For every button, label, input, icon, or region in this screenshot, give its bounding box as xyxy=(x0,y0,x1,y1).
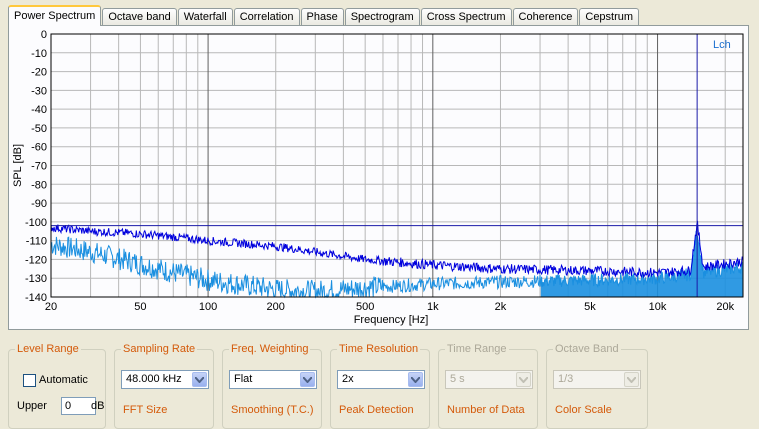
plot-frame xyxy=(50,33,744,298)
peak-detection-title: Peak Detection xyxy=(337,404,416,416)
y-tick-label: -120 xyxy=(25,254,47,266)
time-range-value: 5 s xyxy=(450,373,465,385)
x-tick-label: 20k xyxy=(716,301,734,313)
time-range-title: Time Range xyxy=(445,343,509,355)
tab-coherence[interactable]: Coherence xyxy=(512,8,579,26)
x-tick-label: 20 xyxy=(45,301,57,313)
time-resolution-title: Time Resolution xyxy=(337,343,421,355)
tab-phase[interactable]: Phase xyxy=(300,8,344,26)
upper-level-input[interactable]: 0 xyxy=(61,397,96,415)
chevron-down-icon[interactable] xyxy=(300,372,315,387)
chart-panel: 0 -10 -20 -30 -40 -50 -60 -70 -80 -90 -100 -110 -120… xyxy=(8,25,749,330)
chevron-down-icon[interactable] xyxy=(516,372,531,387)
tab-cepstrum[interactable]: Cepstrum xyxy=(579,8,640,26)
power-spectrum-chart: 0 -10 -20 -30 -40 -50 -60 -70 -80 -90 -100 -110 -120… xyxy=(12,29,744,326)
sampling-rate-group: Sampling Rate 48.000 kHz FFT Size xyxy=(114,343,214,429)
upper-label: Upper xyxy=(17,400,47,412)
time-range-group: Time Range 5 s Number of Data xyxy=(438,343,538,429)
tab-power-spectrum[interactable]: Power Spectrum xyxy=(8,5,102,26)
level-range-title: Level Range xyxy=(15,343,81,355)
sampling-rate-select[interactable]: 48.000 kHz xyxy=(121,370,209,389)
series-fill-light xyxy=(540,230,743,297)
series-line-dark xyxy=(50,220,744,279)
level-range-group: Level Range Automatic Upper 0 dB xyxy=(8,343,106,429)
freq-weighting-value: Flat xyxy=(234,373,253,385)
octave-band-title: Octave Band xyxy=(553,343,621,355)
tab-bar: Power Spectrum Octave band Waterfall Correl… xyxy=(8,5,640,26)
tab-spectrogram[interactable]: Spectrogram xyxy=(344,8,420,26)
time-resolution-group: Time Resolution 2x Peak Detection xyxy=(330,343,430,429)
freq-weighting-group: Freq. Weighting Flat Smoothing (T.C.) xyxy=(222,343,322,429)
x-tick-label: 5k xyxy=(584,301,596,313)
y-tick-label: -50 xyxy=(31,123,47,135)
x-tick-label: 2k xyxy=(495,301,507,313)
y-tick-label: -80 xyxy=(31,179,47,191)
y-tick-label: -140 xyxy=(25,292,47,304)
y-axis-label: SPL [dB] xyxy=(12,144,24,187)
y-tick-label: -70 xyxy=(31,161,47,173)
color-scale-title: Color Scale xyxy=(553,404,614,416)
x-tick-label: 500 xyxy=(356,301,374,313)
x-tick-label: 200 xyxy=(267,301,285,313)
time-resolution-value: 2x xyxy=(342,373,354,385)
time-resolution-select[interactable]: 2x xyxy=(337,370,425,389)
y-tick-label: 0 xyxy=(41,29,47,41)
octave-band-select[interactable]: 1/3 xyxy=(553,370,641,389)
x-tick-label: 1k xyxy=(427,301,439,313)
y-tick-label: -10 xyxy=(31,48,47,60)
tab-waterfall[interactable]: Waterfall xyxy=(177,8,233,26)
upper-unit-label: dB xyxy=(91,400,105,412)
y-tick-label: -100 xyxy=(25,217,47,229)
chevron-down-icon[interactable] xyxy=(624,372,639,387)
series-line-light xyxy=(50,230,744,299)
freq-weighting-title: Freq. Weighting xyxy=(229,343,311,355)
time-range-select[interactable]: 5 s xyxy=(445,370,533,389)
tab-octave-band[interactable]: Octave band xyxy=(102,8,177,26)
y-tick-label: -40 xyxy=(31,104,47,116)
fft-size-title: FFT Size xyxy=(121,404,170,416)
x-tick-label: 50 xyxy=(134,301,146,313)
chevron-down-icon[interactable] xyxy=(192,372,207,387)
octave-band-value: 1/3 xyxy=(558,373,574,385)
number-of-data-title: Number of Data xyxy=(445,404,527,416)
x-tick-label: 100 xyxy=(199,301,217,313)
sampling-rate-title: Sampling Rate xyxy=(121,343,198,355)
x-tick-label: 10k xyxy=(649,301,667,313)
tab-correlation[interactable]: Correlation xyxy=(233,8,300,26)
y-tick-label: -130 xyxy=(25,273,47,285)
y-tick-label: -90 xyxy=(31,198,47,210)
y-tick-label: -60 xyxy=(31,142,47,154)
y-tick-label: -110 xyxy=(26,236,47,248)
octave-band-group: Octave Band 1/3 Color Scale xyxy=(546,343,648,429)
freq-weighting-select[interactable]: Flat xyxy=(229,370,317,389)
y-tick-label: -20 xyxy=(31,67,47,79)
smoothing-title: Smoothing (T.C.) xyxy=(229,404,316,416)
tab-cross-spectrum[interactable]: Cross Spectrum xyxy=(420,8,512,26)
automatic-label: Automatic xyxy=(39,374,88,386)
y-tick-label: -30 xyxy=(31,85,47,97)
channel-label: Lch xyxy=(713,39,731,51)
automatic-checkbox[interactable] xyxy=(23,374,36,387)
sampling-rate-value: 48.000 kHz xyxy=(126,373,182,385)
x-axis-label: Frequency [Hz] xyxy=(354,314,429,326)
chevron-down-icon[interactable] xyxy=(408,372,423,387)
